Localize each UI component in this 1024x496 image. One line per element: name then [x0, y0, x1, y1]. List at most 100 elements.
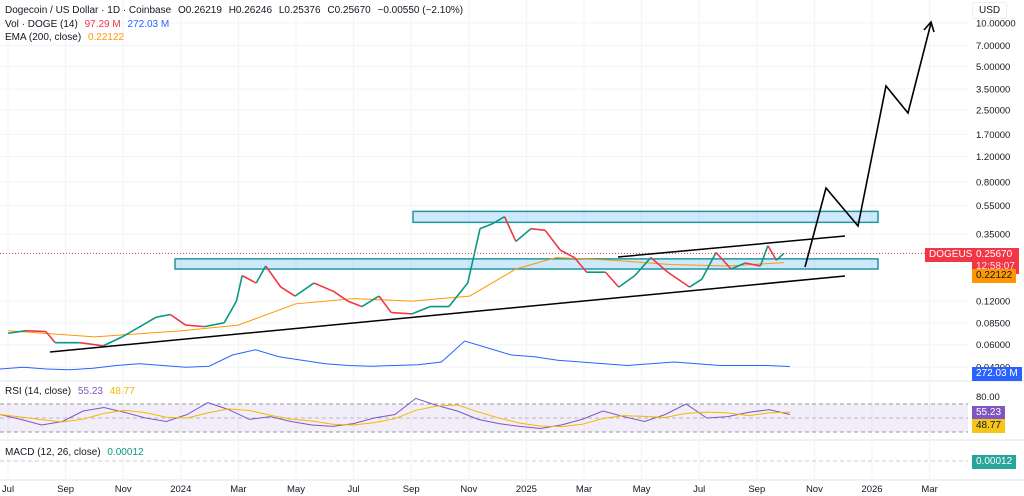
price-tick-label: 2.50000: [976, 106, 1010, 117]
channel-trendline: [617, 235, 846, 258]
price-tick-label: 0.35000: [976, 229, 1010, 240]
projection-path: [804, 22, 932, 268]
price-segment: [136, 316, 157, 329]
time-tick-label: May: [633, 484, 651, 495]
last-price: 0.25670: [976, 249, 1013, 260]
arrow-head-icon: [923, 20, 935, 33]
time-tick-label: Jul: [693, 484, 705, 495]
rsi-ma-line: [0, 404, 791, 428]
ema-line: [7, 257, 784, 338]
volume-ma-value: 272.03 M: [127, 19, 170, 30]
resistance-zone: [412, 210, 879, 224]
price-segment: [241, 274, 257, 284]
change-value: −0.00550 (−2.10%): [377, 5, 464, 16]
price-segment: [255, 265, 267, 284]
price-tick-label: 0.06000: [976, 340, 1010, 351]
ema-legend: EMA (200, close) 0.22122: [5, 32, 128, 43]
price-segment: [604, 271, 620, 288]
time-tick-label: Nov: [460, 484, 477, 495]
price-segment: [7, 329, 27, 335]
price-segment: [544, 229, 561, 251]
price-tick-label: 1.70000: [976, 130, 1010, 141]
time-tick-label: Nov: [115, 484, 132, 495]
price-segment: [204, 322, 225, 328]
ema-label[interactable]: EMA (200, close): [5, 32, 82, 43]
time-tick-label: 2026: [861, 484, 882, 495]
price-segment: [45, 331, 56, 344]
price-segment: [745, 262, 761, 267]
price-tick-label: 1.20000: [976, 152, 1010, 163]
macd-tag: 0.00012: [972, 455, 1017, 469]
price-segment: [730, 262, 746, 270]
macd-label[interactable]: MACD (12, 26, close): [5, 447, 101, 458]
price-segment: [775, 252, 785, 261]
support-zone: [174, 258, 879, 270]
rsi-ma-value: 48.77: [109, 386, 135, 397]
price-segment: [634, 257, 652, 277]
price-segment: [573, 257, 588, 273]
bar-countdown: 12:58:07: [976, 261, 1015, 272]
price-segment: [618, 274, 636, 288]
price-segment: [411, 305, 431, 315]
volume-value: 97.29 M: [84, 19, 121, 30]
currency-button[interactable]: USD: [972, 2, 1008, 19]
price-tick-label: 5.00000: [976, 62, 1010, 73]
price-segment: [767, 245, 778, 261]
low-value: L0.25376: [278, 5, 321, 16]
open-value: O0.26219: [177, 5, 222, 16]
price-segment: [333, 290, 349, 302]
price-tick-label: 3.50000: [976, 85, 1010, 96]
price-segment: [448, 282, 469, 308]
price-segment: [121, 327, 138, 338]
price-segment: [294, 282, 315, 297]
price-segment: [515, 228, 532, 243]
symbol-legend: Dogecoin / US Dollar · 1D · Coinbase O0.…: [5, 5, 467, 16]
price-segment: [361, 295, 380, 308]
volume-ma-line: [0, 340, 791, 371]
symbol-title[interactable]: Dogecoin / US Dollar · 1D · Coinbase: [5, 5, 172, 16]
high-value: H0.26246: [228, 5, 273, 16]
price-segment: [313, 282, 334, 293]
price-segment: [79, 341, 104, 347]
time-tick-label: Sep: [403, 484, 420, 495]
support-trendline: [49, 275, 846, 353]
time-tick-label: 2024: [170, 484, 191, 495]
price-segment: [378, 295, 392, 314]
price-segment: [169, 313, 186, 326]
price-segment: [25, 329, 46, 333]
price-segment: [185, 324, 205, 328]
macd-legend: MACD (12, 26, close) 0.00012: [5, 447, 148, 458]
time-tick-label: Mar: [576, 484, 592, 495]
time-tick-label: Jul: [348, 484, 360, 495]
rsi-legend: RSI (14, close) 55.23 48.77: [5, 386, 139, 397]
rsi-label[interactable]: RSI (14, close): [5, 386, 72, 397]
price-segment: [466, 228, 481, 284]
price-segment: [391, 311, 413, 315]
price-tick-label: 0.55000: [976, 201, 1010, 212]
price-segment: [156, 313, 171, 318]
price-segment: [280, 286, 296, 297]
time-tick-label: Sep: [57, 484, 74, 495]
price-segment: [265, 265, 282, 288]
time-tick-label: Sep: [748, 484, 765, 495]
price-tick-label: 0.08500: [976, 318, 1010, 329]
price-segment: [701, 252, 717, 280]
volume-label[interactable]: Vol · DOGE (14): [5, 19, 78, 30]
rsi-tag: 55.23: [972, 406, 1006, 420]
rsi-value: 55.23: [77, 386, 103, 397]
price-segment: [759, 245, 769, 267]
price-segment: [689, 278, 703, 288]
price-segment: [715, 251, 732, 270]
price-tick-label: 0.80000: [976, 177, 1010, 188]
price-tick-label: 0.12000: [976, 297, 1010, 308]
rsi-ma-tag: 48.77: [972, 419, 1006, 433]
time-tick-label: Jul: [2, 484, 14, 495]
price-segment: [223, 300, 238, 324]
macd-value: 0.00012: [107, 447, 144, 458]
price-segment: [103, 336, 123, 347]
ema-value: 0.22122: [87, 32, 125, 43]
time-tick-label: Mar: [230, 484, 246, 495]
time-tick-label: Nov: [806, 484, 823, 495]
price-segment: [479, 223, 493, 230]
